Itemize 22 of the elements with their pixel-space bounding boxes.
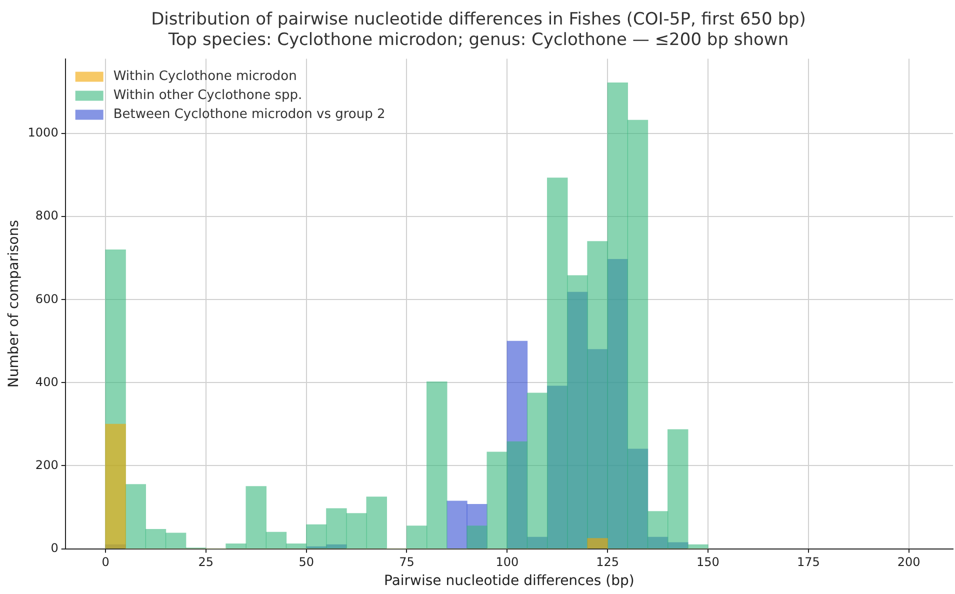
chart-subtitle: Top species: Cyclothone microdon; genus: Cyclothone — ≤200 bp shown (167, 30, 789, 50)
legend-label: Between Cyclothone microdon vs group 2 (113, 107, 386, 122)
x-tick-label: 0 (102, 555, 110, 570)
x-tick-label: 200 (897, 555, 920, 570)
x-tick-label: 100 (496, 555, 519, 570)
x-tick-label: 150 (696, 555, 720, 570)
y-tick-label: 0 (50, 540, 58, 555)
x-tick-label: 50 (298, 555, 314, 570)
y-tick-label: 1000 (28, 126, 58, 140)
chart-title: Distribution of pairwise nucleotide differences in Fishes (COI-5P, first 650 bp) (151, 10, 806, 30)
x-tick-label: 175 (796, 555, 820, 570)
x-tick-label: 125 (596, 555, 620, 570)
legend-label: Within other Cyclothone spp. (113, 88, 302, 104)
x-axis-title: Pairwise nucleotide differences (bp) (384, 573, 634, 590)
y-tick-label: 200 (35, 458, 58, 472)
y-tick-label: 800 (35, 208, 58, 223)
x-tick-label: 75 (399, 555, 414, 570)
legend-label: Within Cyclothone microdon (113, 69, 297, 84)
y-axis-title: Number of comparisons (6, 220, 22, 388)
y-tick-label: 400 (35, 374, 58, 389)
y-tick-label: 600 (35, 292, 58, 306)
x-tick-label: 25 (198, 555, 214, 570)
